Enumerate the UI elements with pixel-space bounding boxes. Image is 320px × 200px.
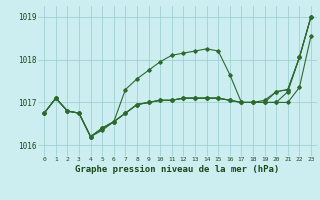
- X-axis label: Graphe pression niveau de la mer (hPa): Graphe pression niveau de la mer (hPa): [76, 165, 280, 174]
